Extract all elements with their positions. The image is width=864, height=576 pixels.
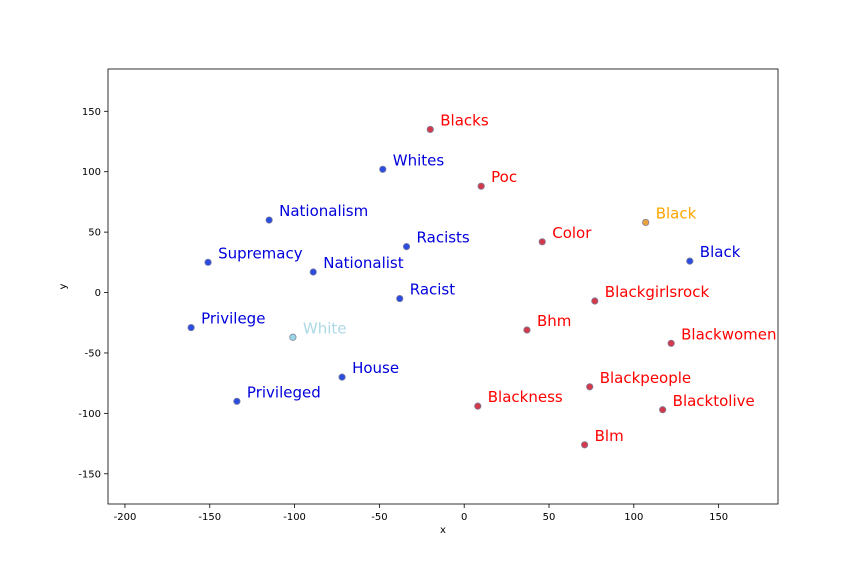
data-point: [477, 182, 485, 190]
point-label: Privilege: [201, 310, 265, 328]
point-label: Racists: [417, 229, 470, 247]
data-point: [642, 218, 650, 227]
point-label: Blackpeople: [600, 369, 691, 387]
point-label: Privileged: [247, 383, 321, 401]
data-point: [659, 406, 667, 414]
data-point: [265, 216, 273, 224]
y-tick-label: 0: [95, 288, 101, 299]
data-point: [338, 373, 346, 381]
x-tick-label: -50: [371, 512, 387, 523]
x-tick-label: -200: [114, 512, 137, 523]
plot-frame: [107, 68, 779, 505]
data-point: [289, 333, 297, 341]
point-label: Poc: [491, 168, 517, 186]
data-point: [309, 268, 317, 276]
point-labels: Blacks Whites Poc Nationalism Black Color Raci…: [201, 111, 776, 444]
point-label: Black: [656, 204, 697, 222]
point-label: Blackness: [488, 388, 563, 406]
point-label: Nationalist: [323, 254, 403, 272]
data-point: [204, 258, 212, 266]
x-tick-label: -100: [283, 512, 306, 523]
point-label: House: [352, 359, 399, 377]
point-label: Blacks: [440, 111, 489, 129]
plot-area: [107, 68, 779, 505]
y-axis: -150 -100 -50 0 50 100 150: [78, 107, 108, 480]
y-tick-label: 100: [82, 167, 101, 178]
x-tick-label: 50: [543, 512, 556, 523]
data-point: [379, 165, 387, 173]
point-label: Whites: [393, 151, 445, 169]
point-label: Blackwomen: [681, 325, 776, 343]
data-point: [667, 339, 675, 347]
y-tick-label: 50: [88, 228, 101, 239]
point-label: White: [303, 319, 347, 337]
point-label: Supremacy: [218, 244, 303, 262]
data-point: [591, 297, 599, 305]
data-point: [187, 323, 195, 332]
x-axis-label: x: [440, 525, 446, 536]
data-point: [586, 383, 594, 391]
point-label: Blackgirlsrock: [605, 283, 710, 301]
point-label: Bhm: [537, 312, 571, 330]
x-tick-label: 0: [461, 512, 467, 523]
data-point: [426, 125, 434, 134]
x-tick-label: 150: [709, 512, 728, 523]
data-point: [686, 257, 694, 265]
x-axis: -200 -150 -100 -50 0 50 100 150: [114, 504, 728, 523]
data-point: [581, 441, 589, 449]
y-tick-label: -50: [85, 348, 101, 359]
data-point: [233, 397, 241, 405]
point-label: Color: [552, 224, 592, 242]
data-point: [402, 243, 411, 251]
point-label: Blacktolive: [673, 392, 755, 410]
y-tick-label: 150: [82, 107, 101, 118]
y-tick-label: -100: [78, 409, 101, 420]
data-point: [523, 326, 531, 334]
point-label: Racist: [410, 281, 456, 299]
data-points: [187, 125, 694, 449]
y-tick-label: -150: [78, 469, 101, 480]
x-tick-label: 100: [624, 512, 643, 523]
x-tick-label: -150: [198, 512, 221, 523]
point-label: Black: [700, 243, 741, 261]
data-point: [538, 238, 546, 246]
data-point: [474, 402, 482, 410]
y-axis-label: y: [58, 283, 69, 289]
data-point: [396, 294, 404, 303]
point-label: Nationalism: [279, 202, 368, 220]
point-label: Blm: [595, 427, 624, 445]
